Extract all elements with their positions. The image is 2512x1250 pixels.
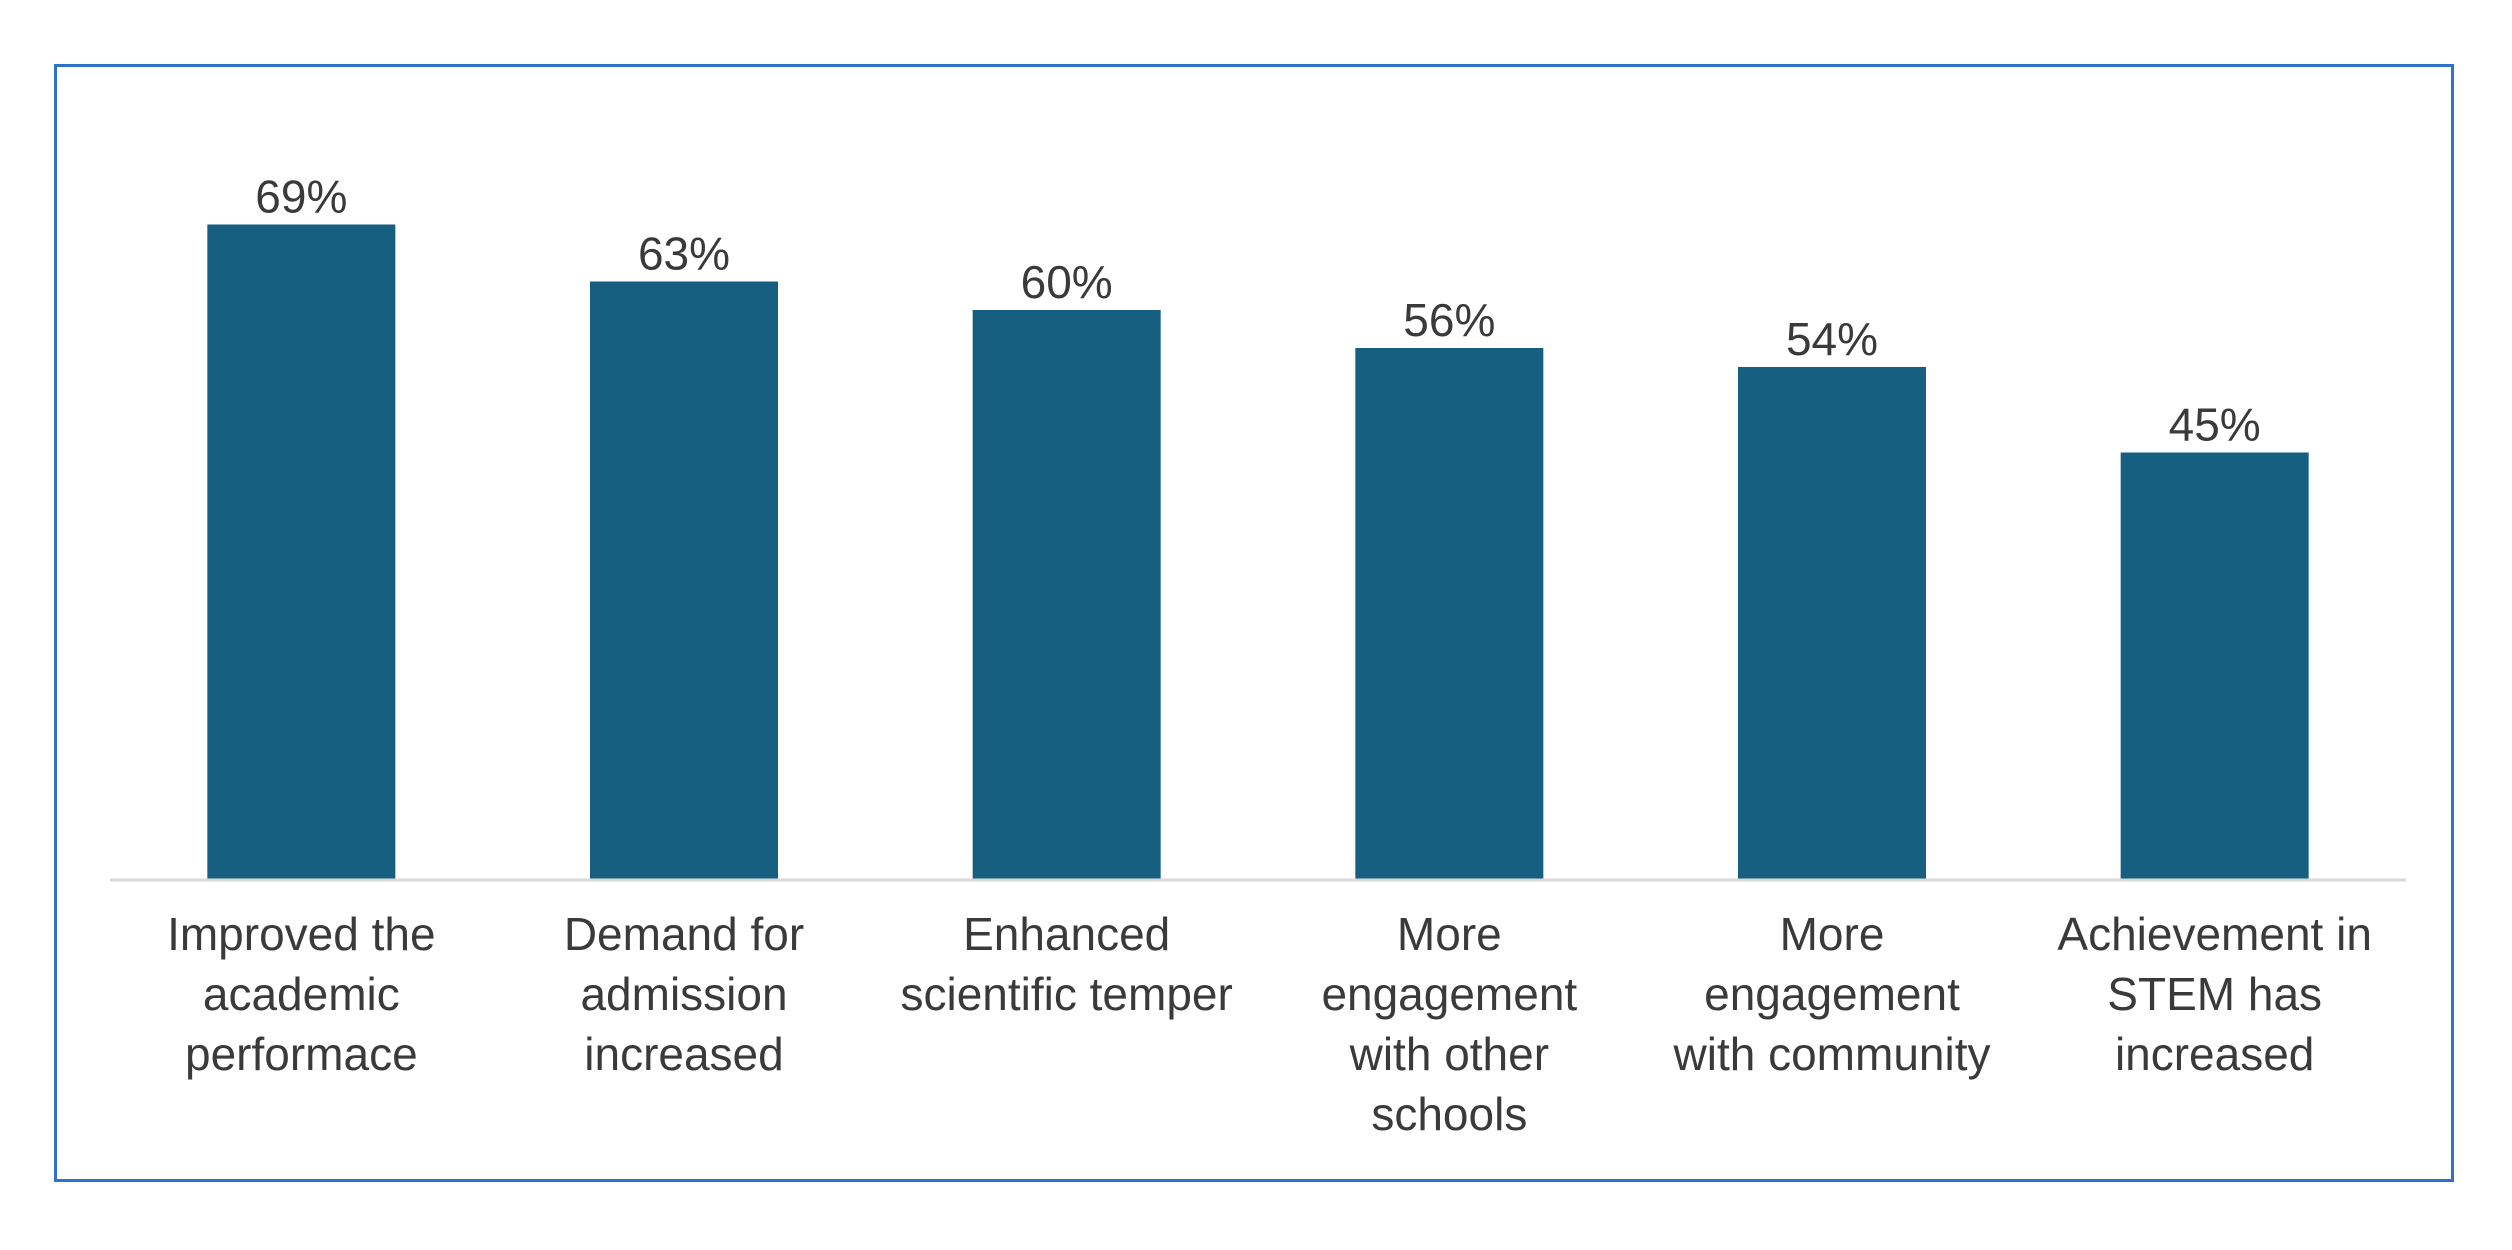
x-tick-label-4: More engagement with other schools [1321,908,1577,1140]
x-tick-label-line: schools [1371,1088,1527,1140]
x-tick-label-line: engagement [1321,968,1577,1020]
bar-6 [2120,452,2309,880]
x-tick-label-line: Enhanced [963,908,1170,960]
x-tick-labels: Improved the academic performace Demand for… [167,908,2372,1140]
x-tick-label-2: Demand for admission increased [564,908,804,1080]
x-tick-label-line: More [1780,908,1885,960]
x-tick-label-line: academic [203,968,400,1020]
chart-frame [54,64,2454,1182]
bar-3 [972,310,1161,880]
bar-1 [207,224,396,880]
x-tick-label-line: STEM has [2107,968,2322,1020]
x-tick-label-6: Achievement in STEM has increased [2057,908,2372,1080]
value-label-5: 54% [1786,313,1878,365]
x-tick-label-line: performace [185,1028,418,1080]
value-label-4: 56% [1403,294,1495,346]
x-tick-label-line: with community [1673,1028,1991,1080]
x-tick-label-line: admission [580,968,787,1020]
x-tick-label-line: scientific temper [900,968,1232,1020]
x-tick-label-3: Enhanced scientific temper [900,908,1232,1020]
x-tick-label-line: Demand for [564,908,804,960]
x-tick-label-line: engagement [1704,968,1960,1020]
bar-5 [1738,367,1926,880]
value-labels-layer: 69% 63% 60% 56% 54% 45% [255,171,2260,451]
x-tick-label-1: Improved the academic performace [167,908,435,1080]
x-tick-label-5: More engagement with community [1673,908,1991,1080]
x-tick-label-line: More [1397,908,1502,960]
x-tick-label-line: increased [584,1028,783,1080]
value-label-1: 69% [255,171,347,223]
value-label-6: 45% [2169,399,2261,451]
x-tick-label-line: Improved the [167,908,435,960]
x-tick-label-line: with other [1349,1028,1549,1080]
bars-layer [207,224,2309,880]
x-tick-label-line: increased [2115,1028,2314,1080]
bar-2 [590,281,778,880]
x-tick-label-line: Achievement in [2057,908,2372,960]
value-label-2: 63% [638,228,730,280]
bar-4 [1355,348,1544,880]
value-label-3: 60% [1021,256,1113,308]
